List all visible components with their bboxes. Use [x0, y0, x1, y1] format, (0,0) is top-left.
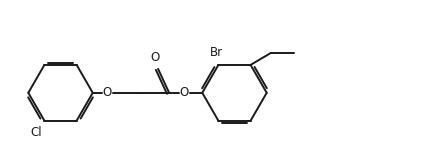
Text: O: O [151, 51, 160, 64]
Text: O: O [179, 86, 188, 99]
Text: O: O [103, 86, 112, 99]
Text: Br: Br [210, 46, 223, 59]
Text: Cl: Cl [30, 126, 42, 139]
